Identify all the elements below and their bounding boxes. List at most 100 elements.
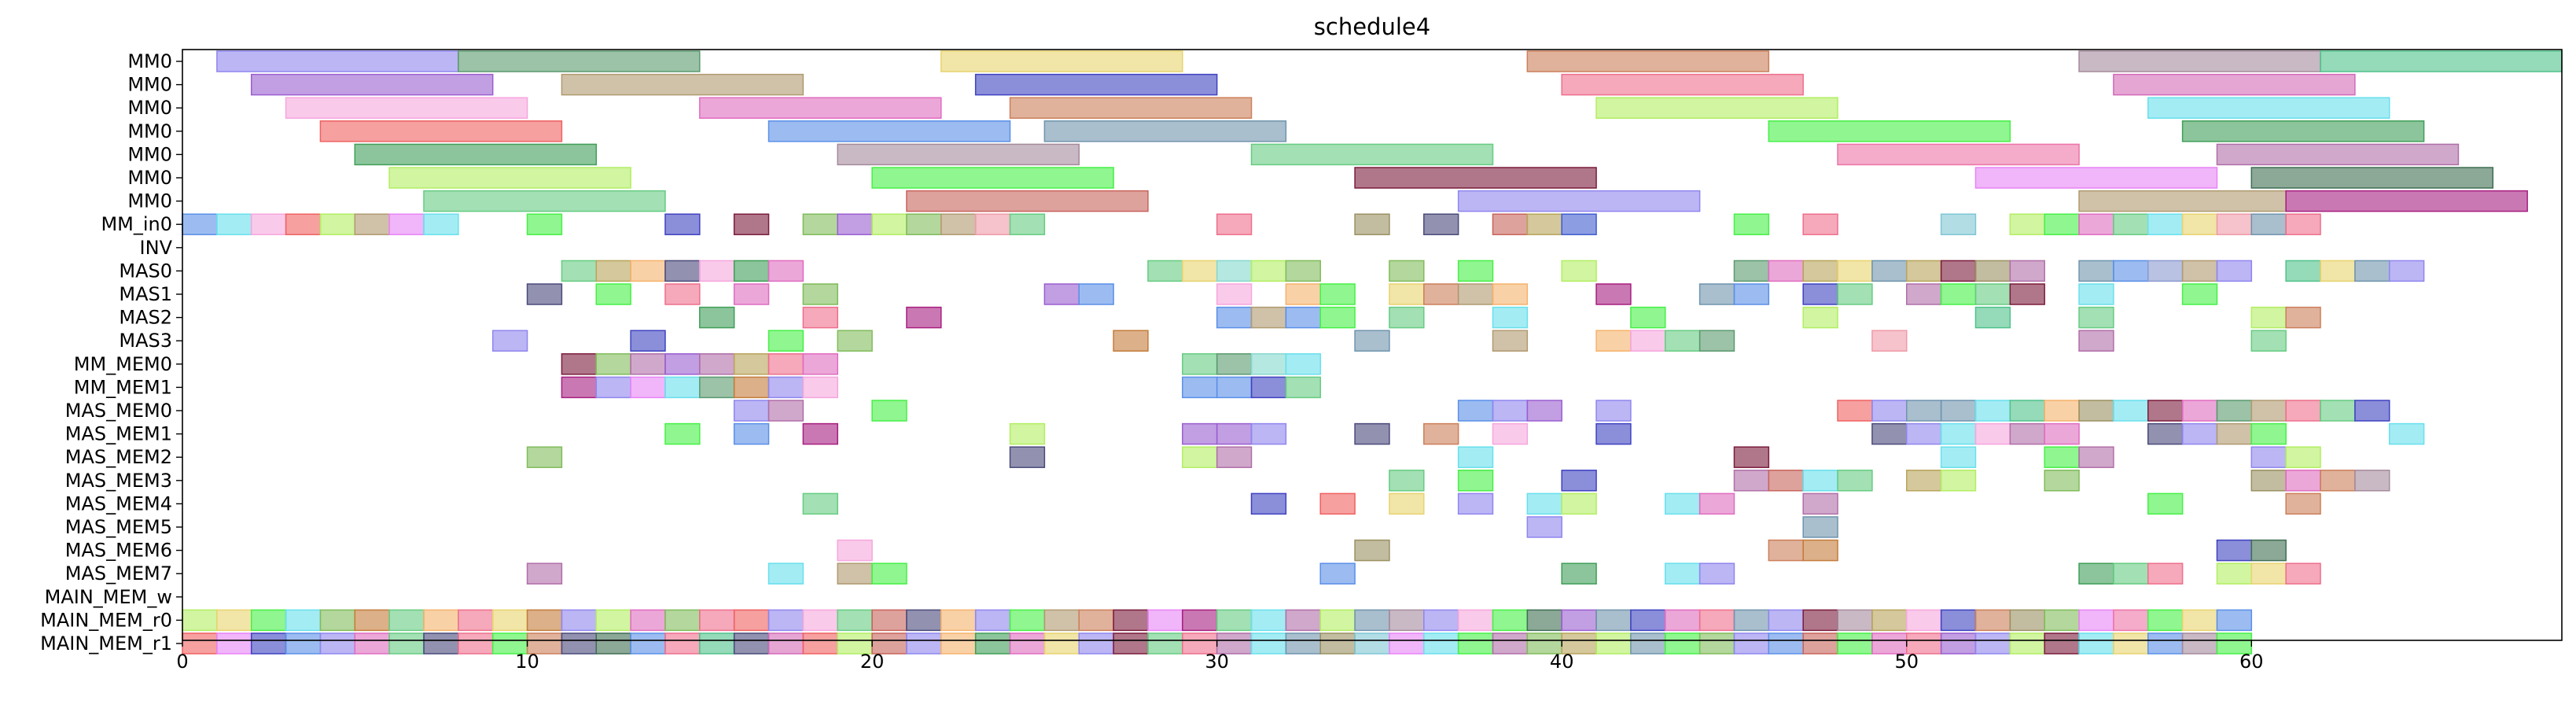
- task-bar: [2009, 213, 2045, 235]
- task-bar: [2113, 609, 2149, 632]
- task-bar: [2181, 609, 2218, 632]
- task-bar: [1733, 446, 1770, 468]
- task-bar: [2147, 422, 2184, 445]
- task-bar: [1457, 190, 1701, 212]
- task-bar: [837, 143, 1080, 166]
- task-bar: [526, 562, 563, 584]
- task-bar: [1319, 306, 1356, 329]
- task-bar: [1319, 609, 1356, 632]
- task-bar: [1423, 283, 1459, 305]
- task-bar: [1492, 632, 1529, 655]
- task-bar: [423, 213, 459, 235]
- task-bar: [1354, 609, 1390, 632]
- task-bar: [2009, 609, 2045, 632]
- task-bar: [1526, 609, 1562, 632]
- task-bar: [423, 190, 666, 212]
- task-bar: [2009, 283, 2045, 305]
- task-bar: [2044, 422, 2080, 445]
- task-bar: [2216, 422, 2253, 445]
- task-bar: [1906, 609, 1942, 632]
- task-bar: [1250, 260, 1287, 282]
- task-bar: [1906, 470, 1942, 492]
- task-bar: [2320, 470, 2356, 492]
- task-bar: [2113, 632, 2149, 655]
- task-bar: [319, 609, 356, 632]
- task-bar: [1423, 609, 1459, 632]
- task-bar: [2354, 260, 2390, 282]
- task-bar: [1285, 283, 1321, 305]
- task-bar: [1940, 446, 1977, 468]
- task-bar: [2078, 632, 2114, 655]
- task-bar: [1906, 400, 1942, 422]
- task-bar: [1113, 632, 1149, 655]
- task-bar: [2009, 260, 2045, 282]
- task-bar: [1630, 330, 1666, 352]
- task-bar: [1216, 283, 1253, 305]
- task-bar: [767, 609, 804, 632]
- task-bar: [699, 97, 942, 119]
- task-bar: [1802, 516, 1838, 538]
- task-bar: [1182, 446, 1218, 468]
- task-bar: [2250, 539, 2287, 562]
- x-tick-label: 60: [2239, 651, 2264, 673]
- task-bar: [974, 632, 1011, 655]
- task-bar: [1389, 283, 1425, 305]
- task-bar: [1216, 632, 1253, 655]
- task-bar: [2044, 446, 2080, 468]
- task-bar: [526, 213, 563, 235]
- task-bar: [2078, 562, 2114, 584]
- task-bar: [1940, 632, 1977, 655]
- task-bar: [250, 213, 287, 235]
- task-bar: [1561, 562, 1597, 584]
- task-bar: [940, 609, 977, 632]
- task-bar: [561, 632, 598, 655]
- task-bar: [974, 213, 1011, 235]
- task-bar: [733, 283, 770, 305]
- task-bar: [1526, 50, 1770, 72]
- task-bar: [2250, 446, 2287, 468]
- task-bar: [1595, 400, 1632, 422]
- task-bar: [216, 632, 252, 655]
- task-bar: [1492, 400, 1529, 422]
- task-bar: [699, 609, 735, 632]
- task-bar: [388, 167, 631, 189]
- task-bar: [1802, 609, 1838, 632]
- row-label: MAS_MEM1: [65, 423, 172, 445]
- task-bar: [1354, 422, 1390, 445]
- task-bar: [2078, 609, 2114, 632]
- task-bar: [1009, 609, 1046, 632]
- task-bar: [1630, 609, 1666, 632]
- task-bar: [2147, 562, 2184, 584]
- task-bar: [2285, 562, 2321, 584]
- task-bar: [1595, 330, 1632, 352]
- task-bar: [216, 213, 252, 235]
- task-bar: [2181, 260, 2218, 282]
- task-bar: [1492, 306, 1529, 329]
- task-bar: [906, 609, 942, 632]
- task-bar: [2147, 97, 2390, 119]
- task-bar: [1802, 539, 1838, 562]
- task-bar: [1319, 562, 1356, 584]
- task-bar: [1216, 353, 1253, 375]
- task-bar: [767, 260, 804, 282]
- task-bar: [2113, 213, 2149, 235]
- row-label: INV: [140, 237, 173, 259]
- task-bar: [2250, 213, 2287, 235]
- task-bar: [1250, 492, 1287, 515]
- plot-frame: [182, 49, 2563, 641]
- row-label: MM0: [127, 143, 172, 165]
- task-bar: [2388, 260, 2425, 282]
- task-bar: [1216, 446, 1253, 468]
- task-bar: [2285, 190, 2528, 212]
- task-bar: [354, 609, 390, 632]
- task-bar: [1285, 632, 1321, 655]
- task-bar: [2078, 446, 2114, 468]
- task-bar: [285, 97, 528, 119]
- task-bar: [1940, 470, 1977, 492]
- task-bar: [2250, 167, 2494, 189]
- task-bar: [1526, 400, 1562, 422]
- task-bar: [1216, 422, 1253, 445]
- task-bar: [1182, 353, 1218, 375]
- task-bar: [2250, 306, 2287, 329]
- task-bar: [2216, 143, 2460, 166]
